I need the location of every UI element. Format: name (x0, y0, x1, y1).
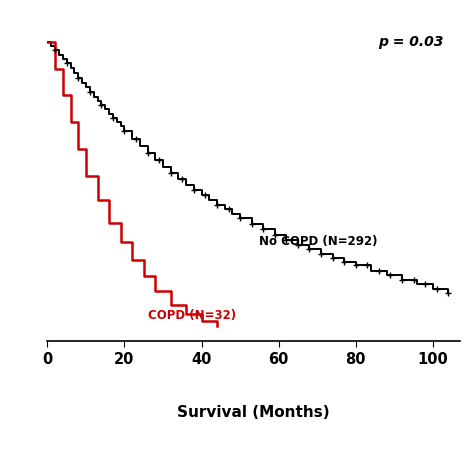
Text: No COPD (N=292): No COPD (N=292) (259, 235, 378, 248)
Text: p = 0.03: p = 0.03 (378, 35, 443, 49)
Text: COPD (N=32): COPD (N=32) (147, 309, 236, 322)
Text: Survival (Months): Survival (Months) (177, 405, 330, 420)
